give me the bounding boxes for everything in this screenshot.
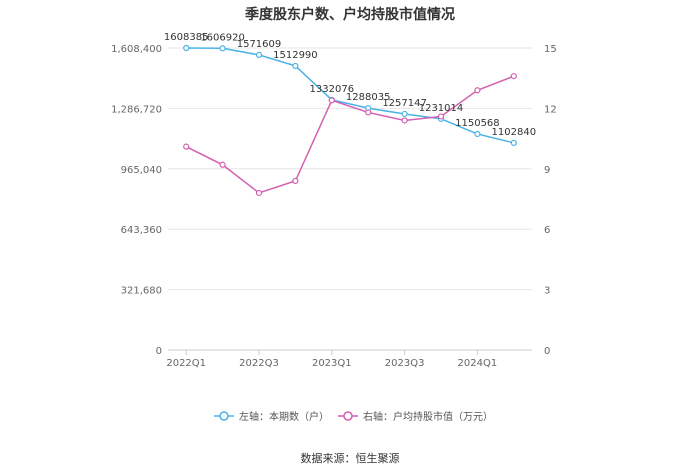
legend-swatch-marker (219, 411, 229, 421)
data-point (401, 110, 408, 118)
data-point (292, 62, 299, 70)
legend[interactable]: 左轴：本期数（户） 右轴：户均持股市值（万元） (214, 410, 493, 423)
data-label: 1288035 (346, 92, 391, 103)
series-line-2 (185, 75, 515, 194)
data-label: 1102840 (492, 127, 537, 138)
x-tick-label: 2024Q1 (458, 358, 498, 369)
chart-title: 季度股东户数、户均持股市值情况 (244, 6, 455, 23)
right-tick-label: 15 (544, 44, 557, 55)
data-point (219, 45, 226, 52)
data-label: 1332076 (310, 84, 355, 95)
right-tick-label: 6 (544, 225, 550, 236)
data-point (255, 189, 263, 197)
data-point (183, 143, 190, 150)
data-point (365, 109, 372, 116)
right-tick-label: 0 (544, 346, 550, 357)
x-tick-label: 2023Q1 (312, 358, 352, 369)
data-point (510, 139, 517, 147)
source-note: 数据来源：恒生聚源 (301, 451, 400, 465)
data-point (474, 130, 481, 138)
data-point (292, 177, 299, 184)
right-tick-label: 12 (544, 104, 557, 115)
x-axis: 2022Q1 2022Q3 2023Q1 2023Q3 2024Q1 (166, 350, 497, 369)
data-point (510, 73, 517, 80)
left-tick-label: 321,680 (121, 286, 162, 297)
data-point (437, 113, 445, 120)
left-tick-label: 1,286,720 (111, 104, 162, 115)
data-point (474, 87, 481, 94)
left-tick-label: 0 (156, 346, 162, 357)
legend-label: 右轴：户均持股市值（万元） (363, 410, 493, 423)
left-axis: 0 321,680 643,360 965,040 1,286,720 1,608,400 (111, 44, 162, 357)
data-point (328, 97, 335, 104)
data-label: 1257147 (382, 98, 427, 109)
right-axis: 0 3 6 9 12 15 (544, 44, 557, 357)
legend-swatch-marker (343, 411, 353, 421)
data-label: 1606920 (200, 32, 245, 43)
data-point (219, 161, 226, 168)
legend-label: 左轴：本期数（户） (239, 410, 329, 423)
data-label: 1231014 (419, 103, 464, 114)
legend-item-2[interactable]: 右轴：户均持股市值（万元） (338, 410, 493, 423)
right-tick-label: 3 (544, 286, 550, 297)
x-tick-label: 2023Q3 (385, 358, 425, 369)
data-label: 1608385 (164, 32, 209, 43)
data-point (183, 44, 190, 52)
x-tick-label: 2022Q1 (166, 358, 206, 369)
data-point (401, 117, 408, 124)
left-tick-label: 643,360 (121, 225, 162, 236)
left-tick-label: 965,040 (121, 165, 162, 176)
data-point (255, 51, 263, 59)
data-label: 1150568 (455, 118, 500, 129)
series-line-1 (186, 47, 514, 144)
data-label: 1571609 (237, 39, 282, 50)
data-label: 1512990 (273, 50, 318, 61)
left-tick-label: 1,608,400 (111, 44, 162, 55)
series (183, 44, 517, 197)
right-tick-label: 9 (544, 165, 550, 176)
x-tick-label: 2022Q3 (239, 358, 279, 369)
legend-item-1[interactable]: 左轴：本期数（户） (214, 410, 329, 423)
